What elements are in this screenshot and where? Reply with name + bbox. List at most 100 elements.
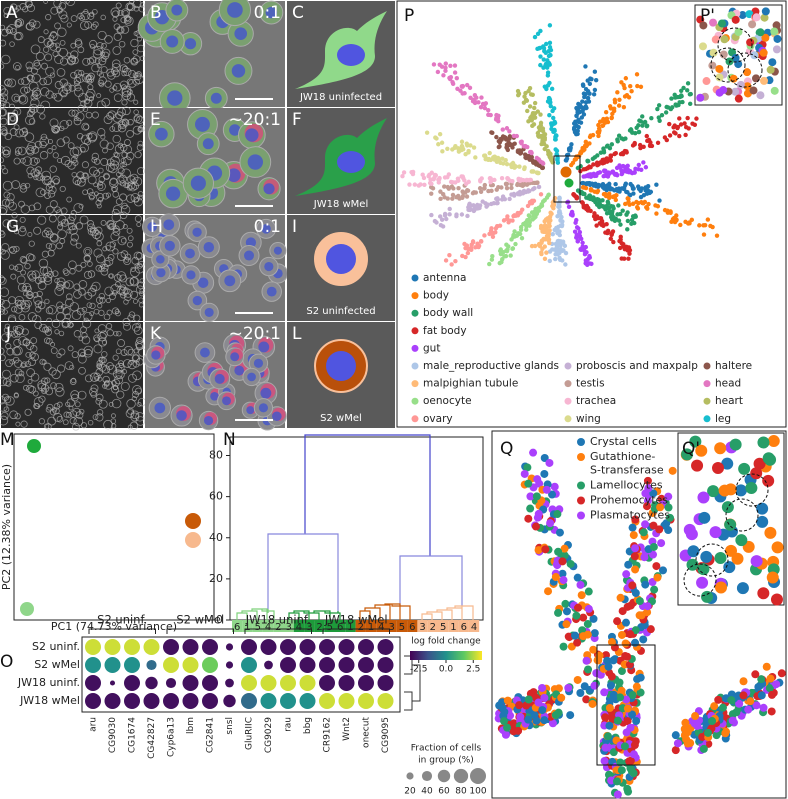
- cell-point: [708, 61, 717, 70]
- cell: [28, 108, 36, 116]
- cell-point: [635, 83, 640, 89]
- cell-point: [626, 196, 631, 202]
- cell-point: [756, 515, 769, 528]
- cell: [76, 133, 84, 140]
- cell: [51, 145, 57, 151]
- cell-point: [605, 721, 614, 730]
- cell: [130, 38, 139, 48]
- cell: [53, 403, 61, 410]
- cell: [57, 27, 67, 37]
- cell-point: [497, 223, 503, 228]
- leaf-label: 4: [265, 622, 271, 633]
- cell-point: [506, 142, 511, 147]
- cell-point: [540, 128, 546, 134]
- nucleus: [195, 116, 210, 132]
- cell: [28, 204, 36, 212]
- cell: [67, 322, 74, 329]
- cell-point: [697, 491, 710, 504]
- cell: [103, 172, 110, 180]
- cell-point: [644, 124, 650, 129]
- cell: [0, 39, 7, 47]
- nucleus: [147, 222, 157, 232]
- cell-point: [649, 115, 654, 121]
- cell-point: [735, 534, 748, 547]
- cell-point: [576, 580, 585, 589]
- cell: [111, 62, 121, 73]
- cell: [24, 408, 32, 416]
- cell-point: [514, 726, 523, 735]
- cell: [123, 359, 132, 368]
- cell-point: [533, 475, 542, 484]
- cell-point: [627, 192, 633, 198]
- cell-point: [585, 95, 591, 101]
- cell-point: [641, 160, 646, 165]
- panel-label: P: [404, 6, 414, 26]
- cell: [120, 84, 127, 91]
- cell-point: [631, 191, 636, 196]
- cell-point: [518, 210, 523, 215]
- cell: [1, 333, 10, 342]
- cell: [101, 365, 111, 374]
- cell-point: [432, 218, 438, 224]
- cell: [0, 93, 9, 102]
- legend-swatch: [703, 397, 711, 405]
- cell-point: [553, 252, 558, 257]
- cell: [54, 382, 64, 393]
- cell: [3, 6, 12, 15]
- leaf-swatch: [376, 620, 387, 632]
- cell-point: [539, 165, 545, 170]
- cell-point: [621, 186, 627, 192]
- cell: [0, 347, 5, 355]
- cell-point: [520, 469, 529, 478]
- nucleus-diagram: [326, 351, 356, 381]
- size-legend-label: 40: [421, 787, 433, 797]
- dot: [163, 639, 179, 655]
- cell-point: [447, 252, 452, 258]
- leaf-swatch: [252, 620, 263, 632]
- cell: [45, 306, 54, 315]
- cell: [76, 177, 86, 187]
- cell-point: [637, 142, 643, 148]
- cell-point: [587, 196, 593, 201]
- cell-point: [767, 435, 780, 448]
- cell-point: [750, 555, 763, 568]
- cell-point: [450, 147, 455, 152]
- nucleus: [155, 127, 168, 141]
- cell-point: [511, 234, 516, 240]
- cell: [124, 16, 132, 24]
- cell-point: [536, 184, 542, 190]
- cell-point: [596, 130, 602, 135]
- dot: [299, 657, 316, 673]
- cell: [112, 385, 118, 391]
- cell-point: [442, 213, 448, 218]
- cell-point: [546, 60, 552, 66]
- cell-point: [515, 191, 521, 197]
- cell: [74, 401, 81, 408]
- cell-point: [573, 220, 578, 225]
- cell-point: [743, 68, 752, 77]
- cell-point: [522, 701, 531, 710]
- cell-point: [701, 232, 707, 237]
- cell: [65, 411, 72, 418]
- cell-point: [470, 191, 476, 196]
- cell: [126, 185, 133, 191]
- cell-point: [617, 97, 622, 103]
- cell-point: [551, 115, 556, 121]
- cell-point: [515, 701, 524, 710]
- cell-point: [587, 253, 592, 259]
- cell-point: [671, 731, 680, 740]
- cell: [3, 396, 12, 404]
- nucleus: [184, 38, 197, 50]
- cell-point: [609, 142, 615, 147]
- legend-label: oenocyte: [423, 395, 472, 407]
- cell: [66, 52, 72, 58]
- leaf-swatch: [304, 620, 315, 632]
- cell-point: [482, 233, 487, 238]
- dot: [358, 693, 374, 709]
- legend-label: body wall: [423, 307, 473, 319]
- legend-label: Gutathione-: [590, 450, 655, 463]
- cell: [131, 256, 140, 265]
- cell: [20, 300, 30, 310]
- cell: [5, 396, 15, 406]
- cell: [46, 337, 53, 345]
